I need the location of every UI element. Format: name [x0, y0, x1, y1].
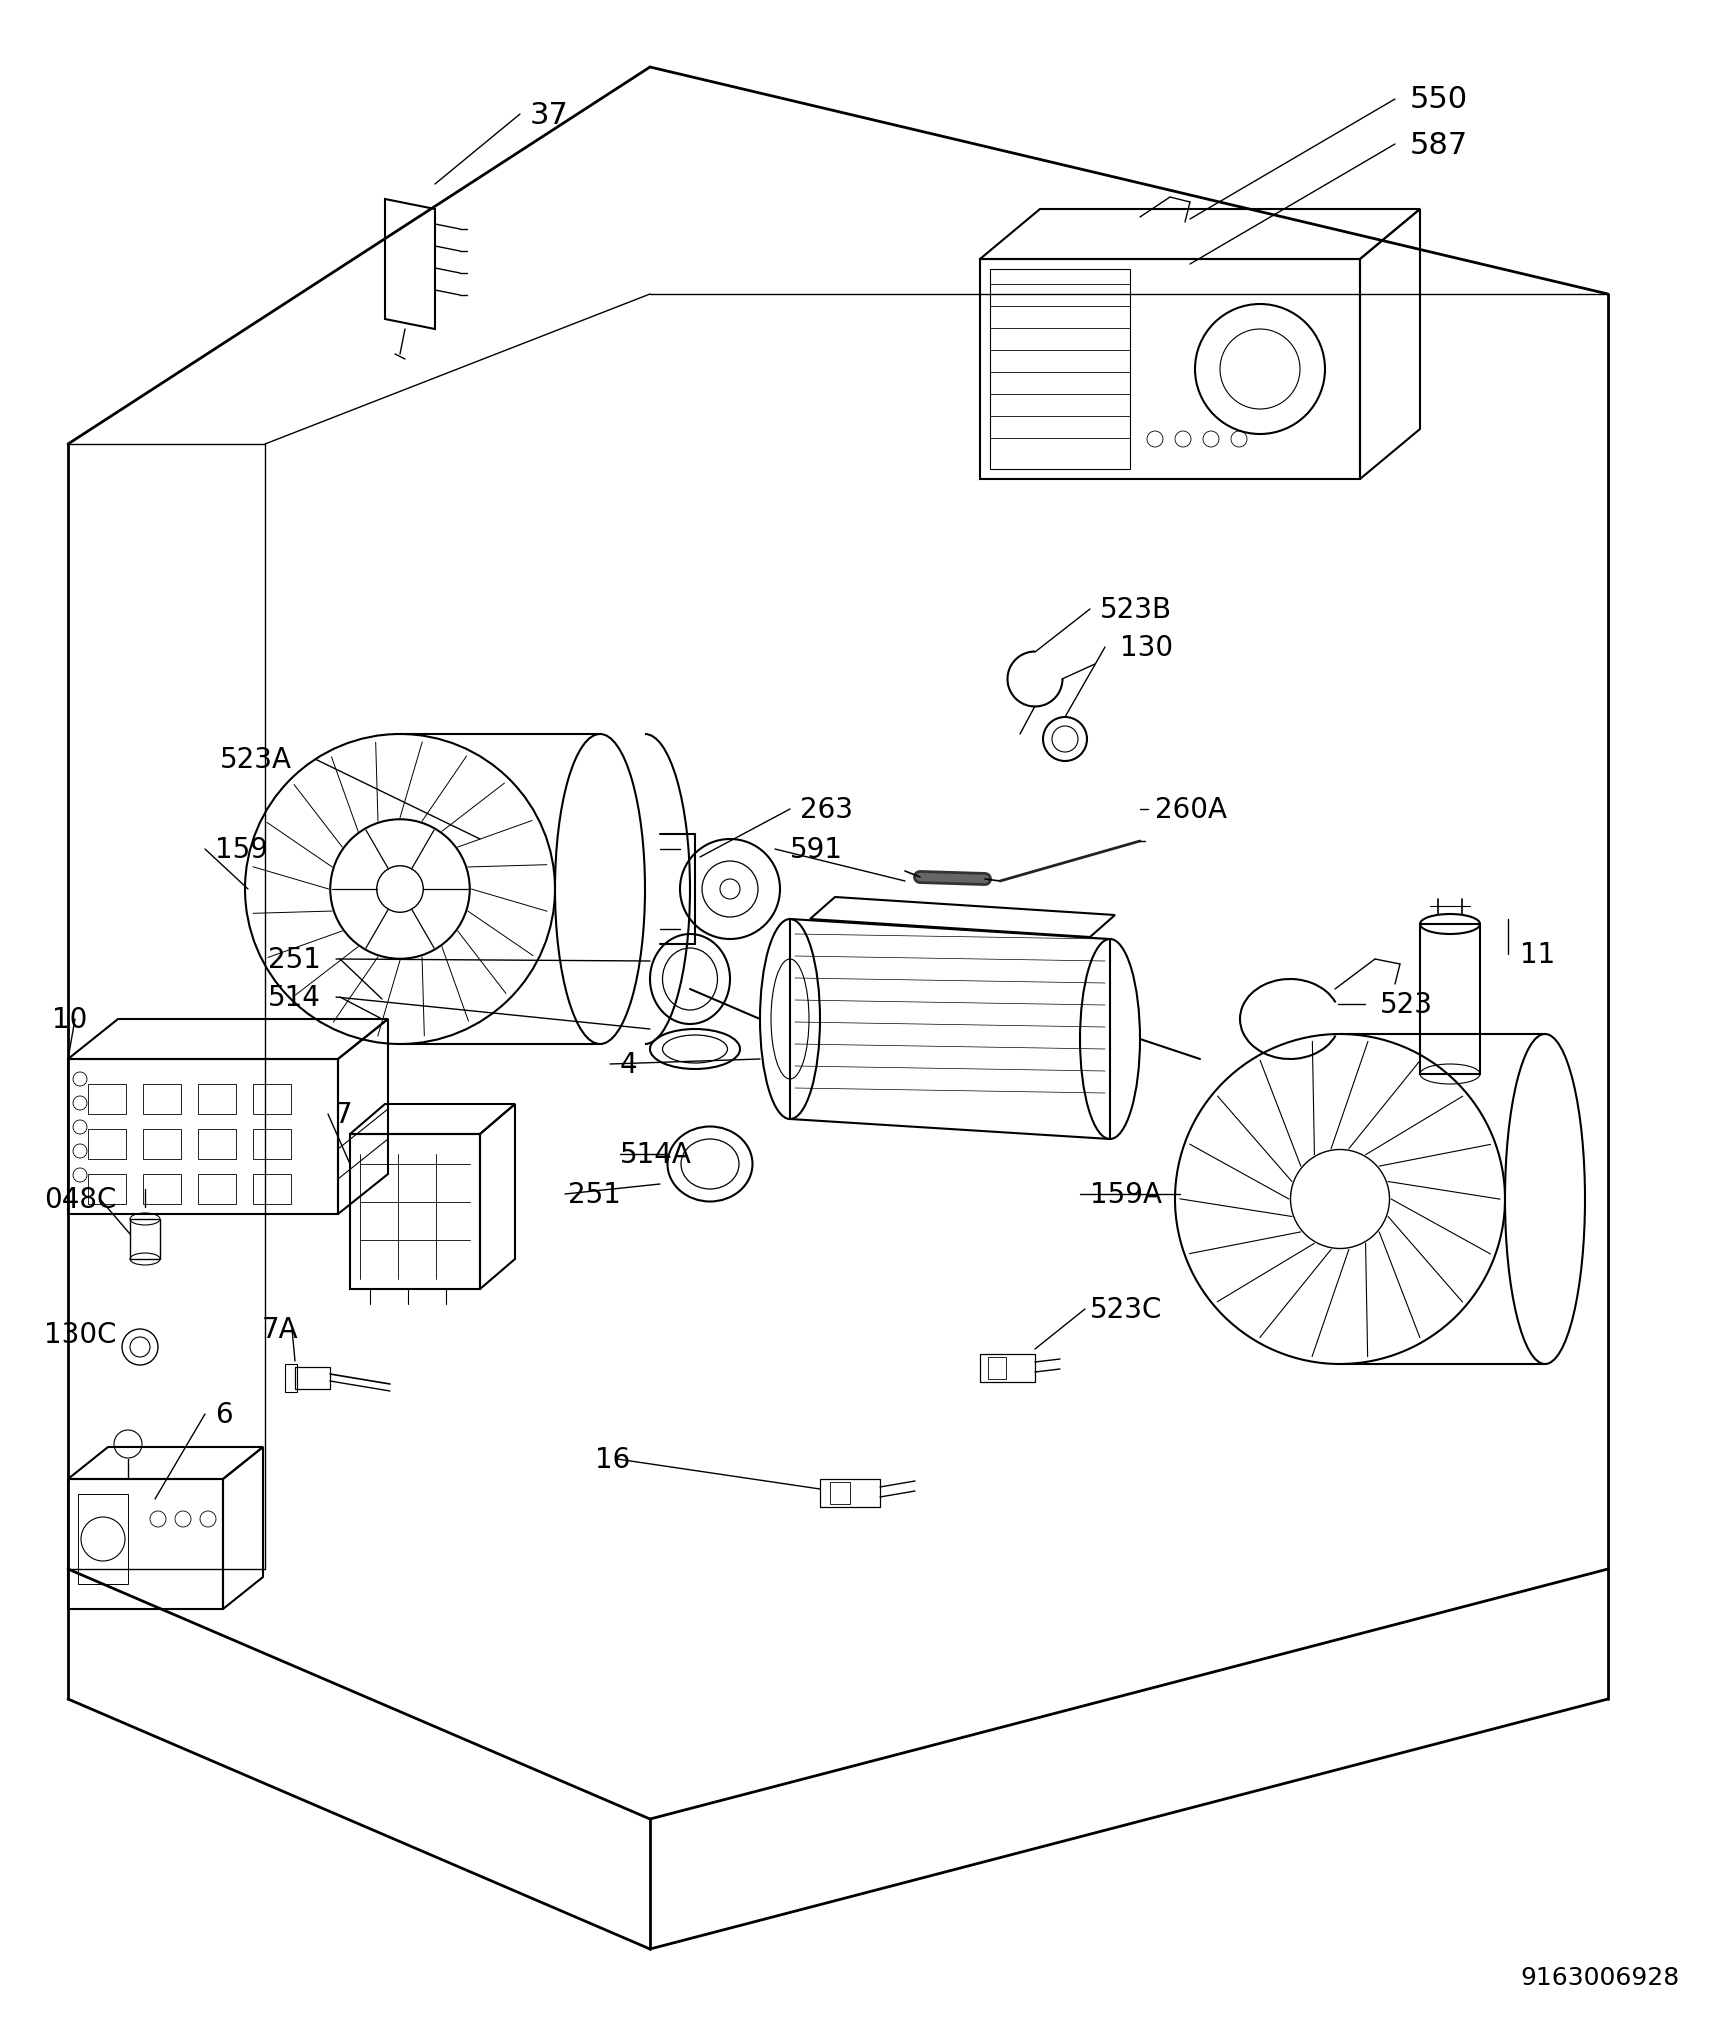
Bar: [1419, 925, 1479, 1075]
Bar: [144, 1174, 180, 1205]
Text: 4: 4: [620, 1051, 637, 1079]
Text: 7A: 7A: [262, 1315, 298, 1343]
Text: 048C: 048C: [43, 1185, 116, 1213]
Text: 251: 251: [568, 1181, 620, 1209]
Text: 523A: 523A: [220, 746, 291, 774]
Text: 10: 10: [52, 1006, 87, 1034]
Bar: [253, 1085, 291, 1114]
Text: 514: 514: [268, 983, 320, 1012]
Text: 263: 263: [800, 797, 852, 823]
Bar: [197, 1130, 236, 1160]
Bar: [88, 1130, 126, 1160]
Text: 523C: 523C: [1089, 1294, 1162, 1323]
Bar: [88, 1174, 126, 1205]
Text: 130: 130: [1119, 634, 1173, 662]
Text: 7: 7: [334, 1101, 352, 1128]
Text: 550: 550: [1410, 85, 1467, 114]
Bar: [68, 1479, 223, 1609]
Text: 591: 591: [790, 835, 842, 864]
Text: 130C: 130C: [43, 1321, 116, 1349]
Bar: [819, 1479, 880, 1508]
Bar: [144, 1130, 180, 1160]
Bar: [830, 1481, 849, 1504]
Bar: [284, 1363, 296, 1392]
Text: 159: 159: [215, 835, 268, 864]
Text: 523: 523: [1379, 990, 1432, 1018]
Text: 523B: 523B: [1100, 595, 1171, 624]
Text: 587: 587: [1410, 130, 1467, 158]
Bar: [253, 1174, 291, 1205]
Text: 251: 251: [268, 945, 320, 973]
Bar: [68, 1059, 338, 1215]
Bar: [253, 1130, 291, 1160]
Text: 9163006928: 9163006928: [1521, 1965, 1678, 1989]
Bar: [979, 260, 1360, 480]
Bar: [197, 1174, 236, 1205]
Bar: [130, 1219, 159, 1260]
Bar: [989, 270, 1129, 469]
Bar: [350, 1134, 480, 1290]
Bar: [987, 1357, 1005, 1380]
Bar: [88, 1085, 126, 1114]
Text: 37: 37: [530, 100, 568, 130]
Bar: [979, 1355, 1034, 1382]
Text: 16: 16: [594, 1445, 630, 1473]
Bar: [197, 1085, 236, 1114]
Bar: [78, 1494, 128, 1585]
Text: 514A: 514A: [620, 1140, 691, 1168]
Bar: [294, 1368, 329, 1390]
Text: 159A: 159A: [1089, 1181, 1162, 1209]
Text: 11: 11: [1519, 941, 1554, 969]
Text: 260A: 260A: [1154, 797, 1226, 823]
Text: 6: 6: [215, 1400, 232, 1428]
Bar: [144, 1085, 180, 1114]
